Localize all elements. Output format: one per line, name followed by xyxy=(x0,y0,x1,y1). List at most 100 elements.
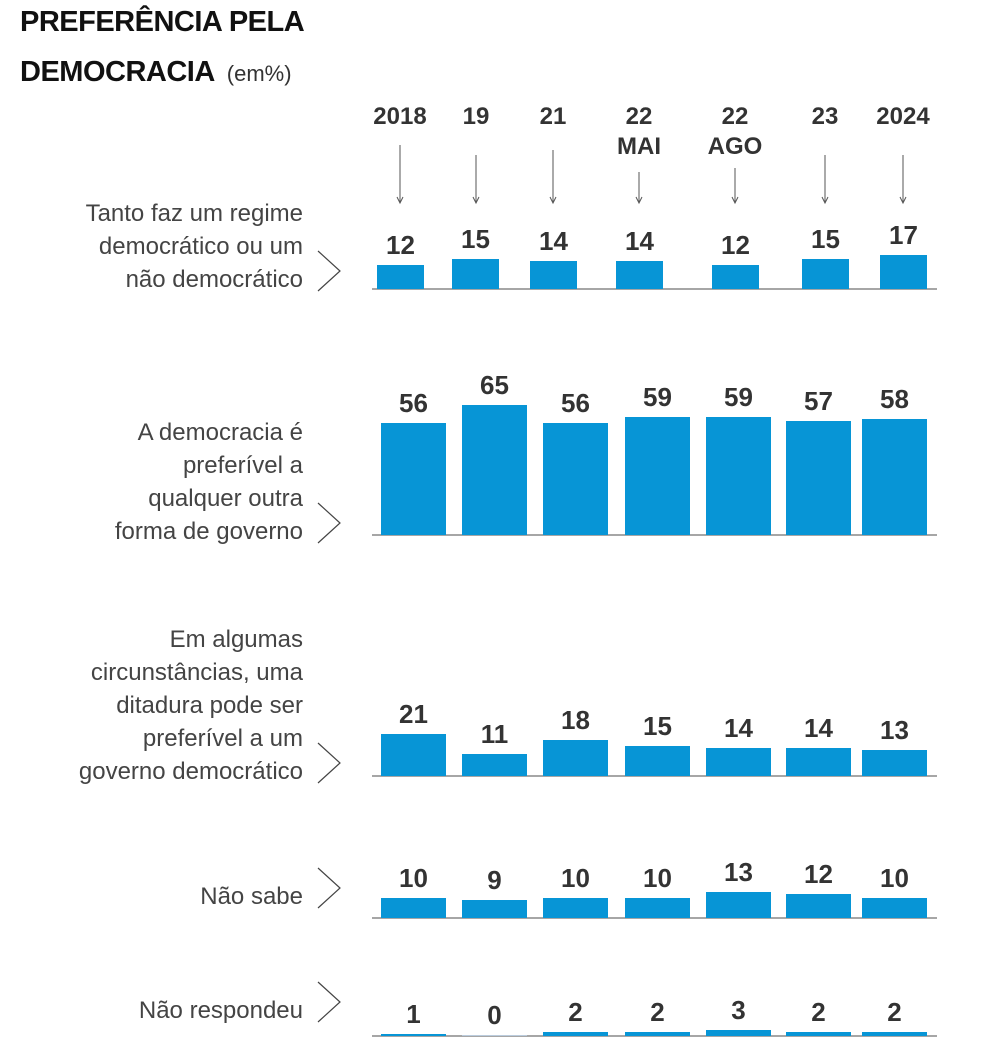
data-label: 15 xyxy=(643,711,672,741)
data-label: 12 xyxy=(804,859,833,889)
bar xyxy=(462,1035,527,1036)
bar xyxy=(381,1034,446,1036)
data-label: 15 xyxy=(461,224,490,254)
category-label: Não respondeu xyxy=(139,997,303,1024)
chart-title-text: DEMOCRACIA xyxy=(20,56,215,88)
year-label: 22 xyxy=(626,103,653,130)
bar xyxy=(381,423,446,535)
data-label: 2 xyxy=(887,997,901,1027)
bar xyxy=(377,265,424,289)
category-label: Tanto faz um regime xyxy=(86,200,303,227)
arrow-head-icon xyxy=(821,196,829,205)
arrow-head-icon xyxy=(472,196,480,205)
data-label: 2 xyxy=(650,997,664,1027)
data-label: 11 xyxy=(481,719,509,749)
bar xyxy=(462,754,527,776)
data-label: 3 xyxy=(731,995,745,1025)
data-label: 13 xyxy=(880,715,909,745)
year-label: 2024 xyxy=(876,103,930,130)
data-label: 10 xyxy=(399,863,428,893)
bar xyxy=(616,261,663,289)
bar xyxy=(625,746,690,776)
category-label: A democracia é xyxy=(138,419,303,446)
data-label: 21 xyxy=(399,699,428,729)
category-label: forma de governo xyxy=(115,518,303,545)
data-label: 12 xyxy=(721,230,750,260)
bar xyxy=(786,1032,851,1036)
arrow-head-icon xyxy=(899,196,907,205)
chevron-right-icon xyxy=(317,742,341,784)
bar xyxy=(862,898,927,918)
data-label: 59 xyxy=(724,382,753,412)
bar xyxy=(862,750,927,776)
bar xyxy=(706,1030,771,1036)
bar xyxy=(880,255,927,289)
data-label: 15 xyxy=(811,224,840,254)
bar xyxy=(802,259,849,289)
data-label: 58 xyxy=(880,384,909,414)
year-label: 21 xyxy=(540,103,567,130)
data-label: 14 xyxy=(724,713,753,743)
bar xyxy=(462,900,527,918)
data-label: 1 xyxy=(406,999,420,1029)
category-label: qualquer outra xyxy=(148,485,303,512)
arrow-head-icon xyxy=(396,196,404,205)
year-label: 19 xyxy=(463,103,490,130)
bar xyxy=(706,892,771,918)
year-label: 23 xyxy=(812,103,839,130)
category-label: democrático ou um xyxy=(99,233,303,260)
bar xyxy=(543,423,608,535)
bar xyxy=(543,1032,608,1036)
chevron-right-icon xyxy=(317,867,341,909)
year-label: 22 xyxy=(722,103,749,130)
data-label: 14 xyxy=(539,226,568,256)
data-label: 10 xyxy=(643,863,672,893)
chevron-right-icon xyxy=(317,502,341,544)
data-label: 56 xyxy=(399,388,428,418)
data-label: 10 xyxy=(880,863,909,893)
bar xyxy=(786,894,851,918)
category-label: não democrático xyxy=(126,266,303,293)
bar xyxy=(786,748,851,776)
year-label: 2018 xyxy=(373,103,426,130)
data-label: 59 xyxy=(643,382,672,412)
bar xyxy=(625,898,690,918)
data-label: 14 xyxy=(625,226,654,256)
category-label: Em algumas xyxy=(170,626,303,653)
year-label: AGO xyxy=(708,133,763,160)
bar xyxy=(543,898,608,918)
data-label: 57 xyxy=(804,386,833,416)
data-label: 10 xyxy=(561,863,590,893)
chart-title-line2: DEMOCRACIA (em%) xyxy=(20,56,292,89)
data-label: 18 xyxy=(561,705,590,735)
data-label: 13 xyxy=(724,857,753,887)
category-label: governo democrático xyxy=(79,758,303,785)
data-label: 2 xyxy=(568,997,582,1027)
bar xyxy=(786,421,851,535)
bar xyxy=(625,1032,690,1036)
bar xyxy=(543,740,608,776)
data-label: 17 xyxy=(889,220,918,250)
data-label: 56 xyxy=(561,388,590,418)
data-label: 12 xyxy=(386,230,415,260)
data-label: 65 xyxy=(480,370,509,400)
category-label: ditadura pode ser xyxy=(116,692,303,719)
bar xyxy=(706,748,771,776)
bar xyxy=(530,261,577,289)
arrow-head-icon xyxy=(731,196,739,205)
chart-title-line1: PREFERÊNCIA PELA xyxy=(20,6,305,38)
year-label: MAI xyxy=(617,133,661,160)
category-label: Não sabe xyxy=(200,883,303,910)
bar xyxy=(862,419,927,535)
category-label: circunstâncias, uma xyxy=(91,659,304,686)
bar xyxy=(381,898,446,918)
bar xyxy=(462,405,527,535)
data-label: 0 xyxy=(487,1000,501,1030)
category-label: preferível a um xyxy=(143,725,303,752)
arrow-head-icon xyxy=(549,196,557,205)
bar xyxy=(712,265,759,289)
bar xyxy=(706,417,771,535)
category-label: preferível a xyxy=(183,452,304,479)
unit-label: (em%) xyxy=(226,61,292,86)
